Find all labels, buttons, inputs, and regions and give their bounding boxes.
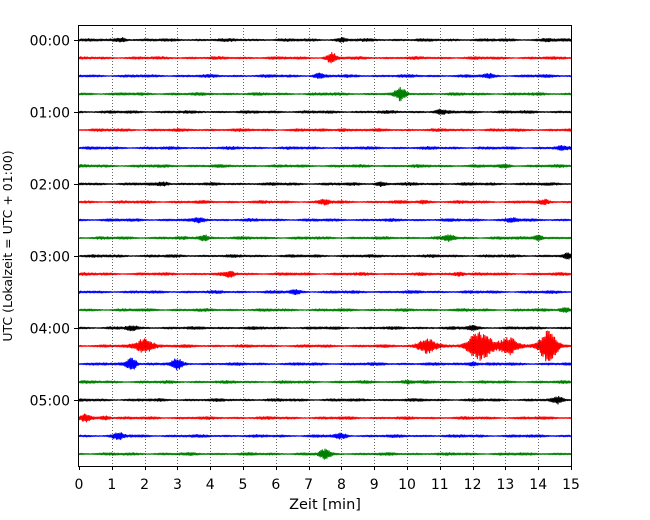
x-tick-label-3: 3 <box>173 477 182 493</box>
x-axis-ticks: 0 1 2 3 4 5 6 7 8 9 10 11 12 13 14 15 <box>75 466 580 493</box>
trace-0115: 01:15 <box>78 128 572 132</box>
x-tick-label-10: 10 <box>398 477 416 493</box>
trace-0130: 01:30 <box>78 145 572 151</box>
x-tick-label-4: 4 <box>206 477 215 493</box>
x-axis-title: Zeit [min] <box>289 497 361 513</box>
x-tick-label-1: 1 <box>107 477 116 493</box>
x-tick-label-7: 7 <box>304 477 313 493</box>
y-tick-label-2: 02:00 <box>30 178 70 194</box>
trace-0215: 02:15 <box>78 198 572 206</box>
y-tick-label-1: 01:00 <box>30 106 70 122</box>
trace-0015: 00:15 <box>78 51 572 64</box>
y-axis-title: UTC (Lokalzeit = UTC + 01:00) <box>0 150 15 341</box>
trace-0515: 05:15 <box>78 413 572 423</box>
trace-0200: 02:00 <box>78 181 572 187</box>
plot-frame <box>78 25 572 467</box>
trace-0500: 05:00 <box>78 395 572 405</box>
x-tick-label-2: 2 <box>140 477 149 493</box>
x-tick-label-6: 6 <box>271 477 280 493</box>
trace-0245: 02:45 <box>78 234 572 242</box>
trace-0230: 02:30 <box>78 217 572 224</box>
y-tick-label-5: 05:00 <box>30 394 70 410</box>
trace-0045: 00:45 <box>78 86 572 102</box>
trace-0330: 03:30 <box>78 289 572 296</box>
trace-0000: 00:00 <box>78 36 572 43</box>
y-tick-label-0: 00:00 <box>30 34 70 50</box>
trace-group: 00:00 00:15 00:30 00:45 01:00 01:15 01:30 01:45… <box>78 36 572 460</box>
y-tick-label-4: 04:00 <box>30 322 70 338</box>
trace-0315: 03:15 <box>78 270 572 278</box>
x-tick-label-11: 11 <box>431 477 449 493</box>
trace-0345: 03:45 <box>78 307 572 314</box>
trace-0430: 04:30 <box>78 357 572 371</box>
trace-0415: 04:15 <box>78 330 572 362</box>
trace-0445: 04:45 <box>78 379 572 385</box>
x-tick-label-0: 0 <box>75 477 84 493</box>
x-tick-label-15: 15 <box>562 477 580 493</box>
x-tick-label-8: 8 <box>337 477 346 493</box>
x-tick-label-5: 5 <box>239 477 248 493</box>
trace-0100: 01:00 <box>78 108 572 115</box>
x-tick-label-9: 9 <box>370 477 379 493</box>
trace-0145: 01:45 <box>78 163 572 169</box>
x-tick-label-12: 12 <box>464 477 482 493</box>
trace-0545: 05:45 <box>78 448 572 460</box>
trace-0400: 04:00 <box>78 324 572 332</box>
x-tick-label-13: 13 <box>496 477 514 493</box>
y-tick-label-3: 03:00 <box>30 250 70 266</box>
trace-0530: 05:30 <box>78 432 572 441</box>
trace-0030: 00:30 <box>78 72 572 79</box>
trace-0300: 03:00 <box>78 252 572 260</box>
y-axis-ticks: 00:00 01:00 02:00 03:00 04:00 05:00 <box>30 34 78 410</box>
x-tick-label-14: 14 <box>529 477 547 493</box>
